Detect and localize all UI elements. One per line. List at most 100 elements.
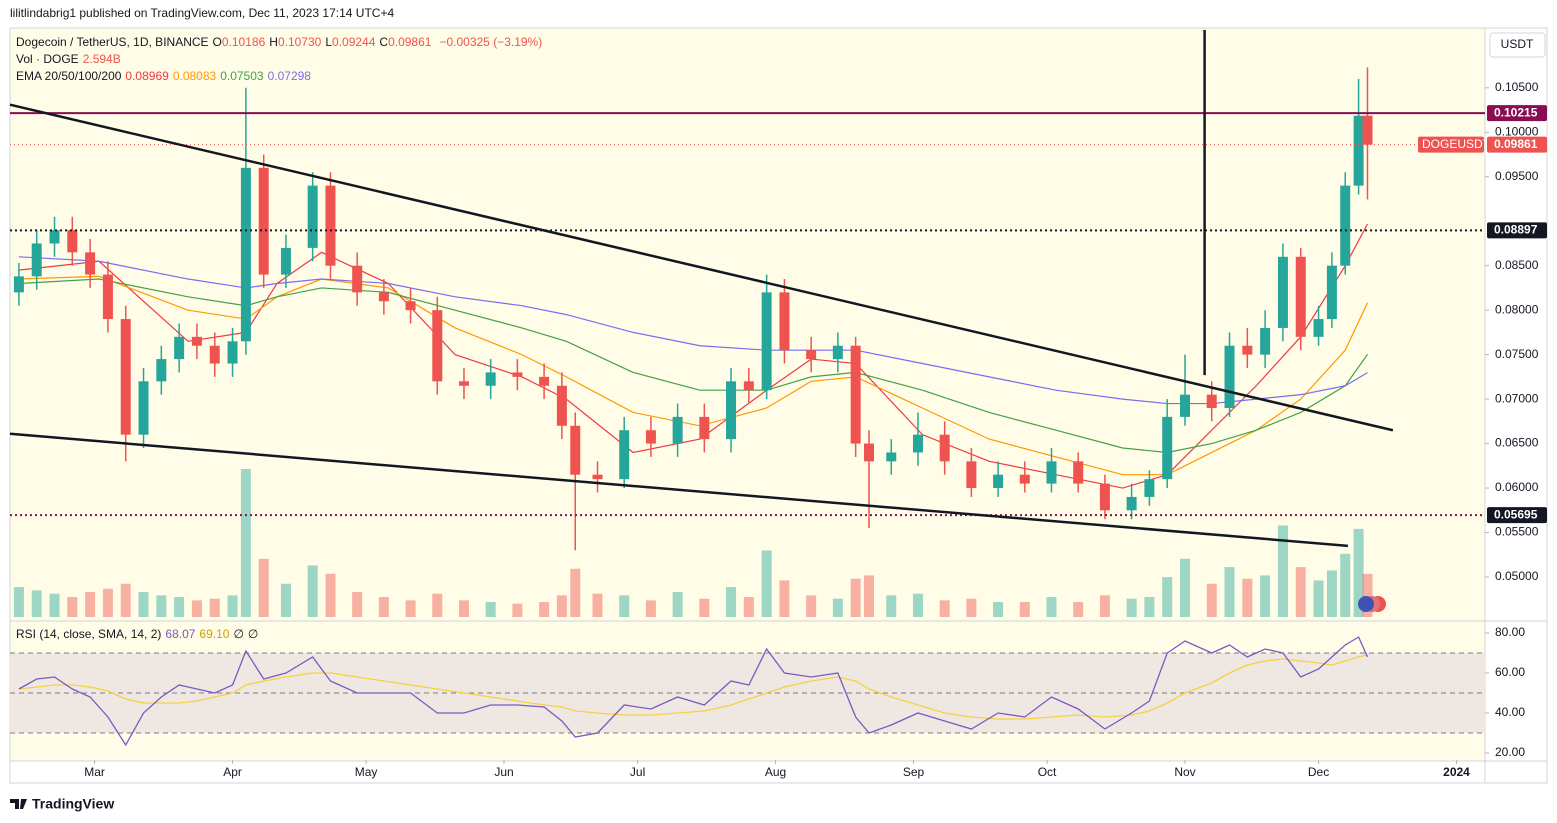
volume-bar (592, 593, 603, 617)
y-tick-label: 0.05000 (1495, 569, 1539, 583)
volume-bar (138, 592, 149, 617)
candle-body (49, 230, 60, 244)
volume-bar (1340, 553, 1351, 617)
candle-body (645, 430, 656, 444)
candle-body (191, 336, 202, 346)
volume-bar (556, 595, 567, 617)
candle-body (325, 185, 336, 266)
rsi-value: 68.07 (165, 627, 196, 641)
rsi-value: ∅ (233, 627, 244, 641)
candle-body (1260, 327, 1271, 355)
candle-body (699, 416, 710, 440)
candle-body (886, 452, 897, 462)
candle-body (1046, 461, 1057, 484)
rsi-sma-line (18, 654, 1368, 720)
volume-bar (743, 597, 754, 617)
volume-bar (966, 598, 977, 617)
frame (9, 27, 1548, 784)
volume-bar (174, 597, 185, 617)
level-label: 0.10215 (1494, 105, 1538, 119)
volume-bar (939, 600, 950, 617)
y-tick-label: 0.10500 (1495, 80, 1539, 94)
volume-bar (227, 595, 238, 617)
volume-bar (832, 598, 843, 617)
volume-bar (779, 580, 790, 617)
volume-bar (325, 573, 336, 617)
candle-body (1313, 319, 1324, 337)
event-icon (1358, 596, 1386, 612)
candle-body (432, 310, 443, 382)
candle-body (280, 247, 291, 275)
volume-bar (120, 583, 131, 617)
candle-body (832, 345, 843, 360)
candle-body (240, 167, 251, 342)
level-label: 0.05695 (1494, 507, 1538, 521)
y-tick-label: 0.07000 (1495, 391, 1539, 405)
legend-symbol: Dogecoin / TetherUS, 1D, BINANCE O0.10186… (16, 35, 546, 49)
candle-body (1019, 474, 1030, 484)
volume-bar (570, 568, 581, 617)
x-tick-label: Aug (765, 765, 786, 779)
candle-body (13, 276, 24, 293)
volume-bar (485, 602, 496, 617)
candle-body (120, 319, 131, 435)
legend-volume: Vol · DOGE 2.594B (16, 52, 125, 66)
candle-body (1180, 394, 1191, 417)
volume-bar (209, 598, 220, 617)
ohlc-value: 0.10186 (221, 35, 266, 49)
x-tick-label: Jul (630, 765, 645, 779)
candle-body (672, 416, 683, 444)
ohlc-value: 0.09244 (332, 35, 376, 49)
ohlc-value: 0.09861 (388, 35, 432, 49)
candle-body (138, 381, 149, 435)
y-tick-label: 0.10000 (1495, 124, 1539, 138)
volume-bar (49, 593, 60, 617)
rsi-tick-label: 60.00 (1495, 665, 1525, 679)
candle-body (864, 443, 875, 462)
candle-body (352, 265, 363, 293)
publisher: lilitlindabrig1 published on TradingView… (10, 6, 394, 20)
candle-body (67, 230, 78, 253)
volume-bar (761, 550, 772, 617)
volume-bar (1073, 602, 1084, 617)
candle-body (1073, 461, 1084, 484)
y-tick-label: 0.06000 (1495, 480, 1539, 494)
ohlc: O0.10186 H0.10730 L0.09244 C0.09861 (213, 35, 436, 49)
volume-bar (864, 575, 875, 617)
plot-background (10, 28, 1485, 761)
y-tick-label: 0.08000 (1495, 302, 1539, 316)
candle-body (1126, 496, 1137, 511)
candle-body (539, 376, 550, 386)
x-tick-label: Apr (223, 765, 242, 779)
symbol: Dogecoin / TetherUS, 1D, BINANCE (16, 35, 209, 49)
x-tick-label: Mar (84, 765, 105, 779)
ohlc-key: L (325, 35, 333, 49)
volume-bar (850, 578, 861, 617)
x-tick-label: May (355, 765, 378, 779)
candle-body (485, 372, 496, 386)
candle-body (31, 243, 42, 277)
candle-body (156, 359, 167, 382)
rsi-tick-label: 80.00 (1495, 625, 1525, 639)
volume-bar (645, 600, 656, 617)
volume-bar (726, 587, 737, 617)
ohlc-key: H (269, 35, 278, 49)
rsi-tick-label: 40.00 (1495, 705, 1525, 719)
volume-bar (85, 592, 96, 617)
volume-bar (156, 595, 167, 617)
candle-body (458, 381, 469, 386)
x-tick-label: Sep (903, 765, 925, 779)
currency-button[interactable] (1489, 32, 1546, 58)
candle-body (761, 292, 772, 391)
candle-body (209, 345, 220, 364)
volume-bar (432, 593, 443, 617)
candle-body (1144, 479, 1155, 497)
candle-body (307, 185, 318, 248)
candle-body (227, 341, 238, 364)
volume-bar (1126, 598, 1137, 617)
volume-bar (258, 558, 269, 617)
volume-bar (307, 565, 318, 617)
volume-bar (619, 595, 630, 617)
candle-body (556, 385, 567, 426)
ema-value: 0.07503 (220, 69, 264, 83)
